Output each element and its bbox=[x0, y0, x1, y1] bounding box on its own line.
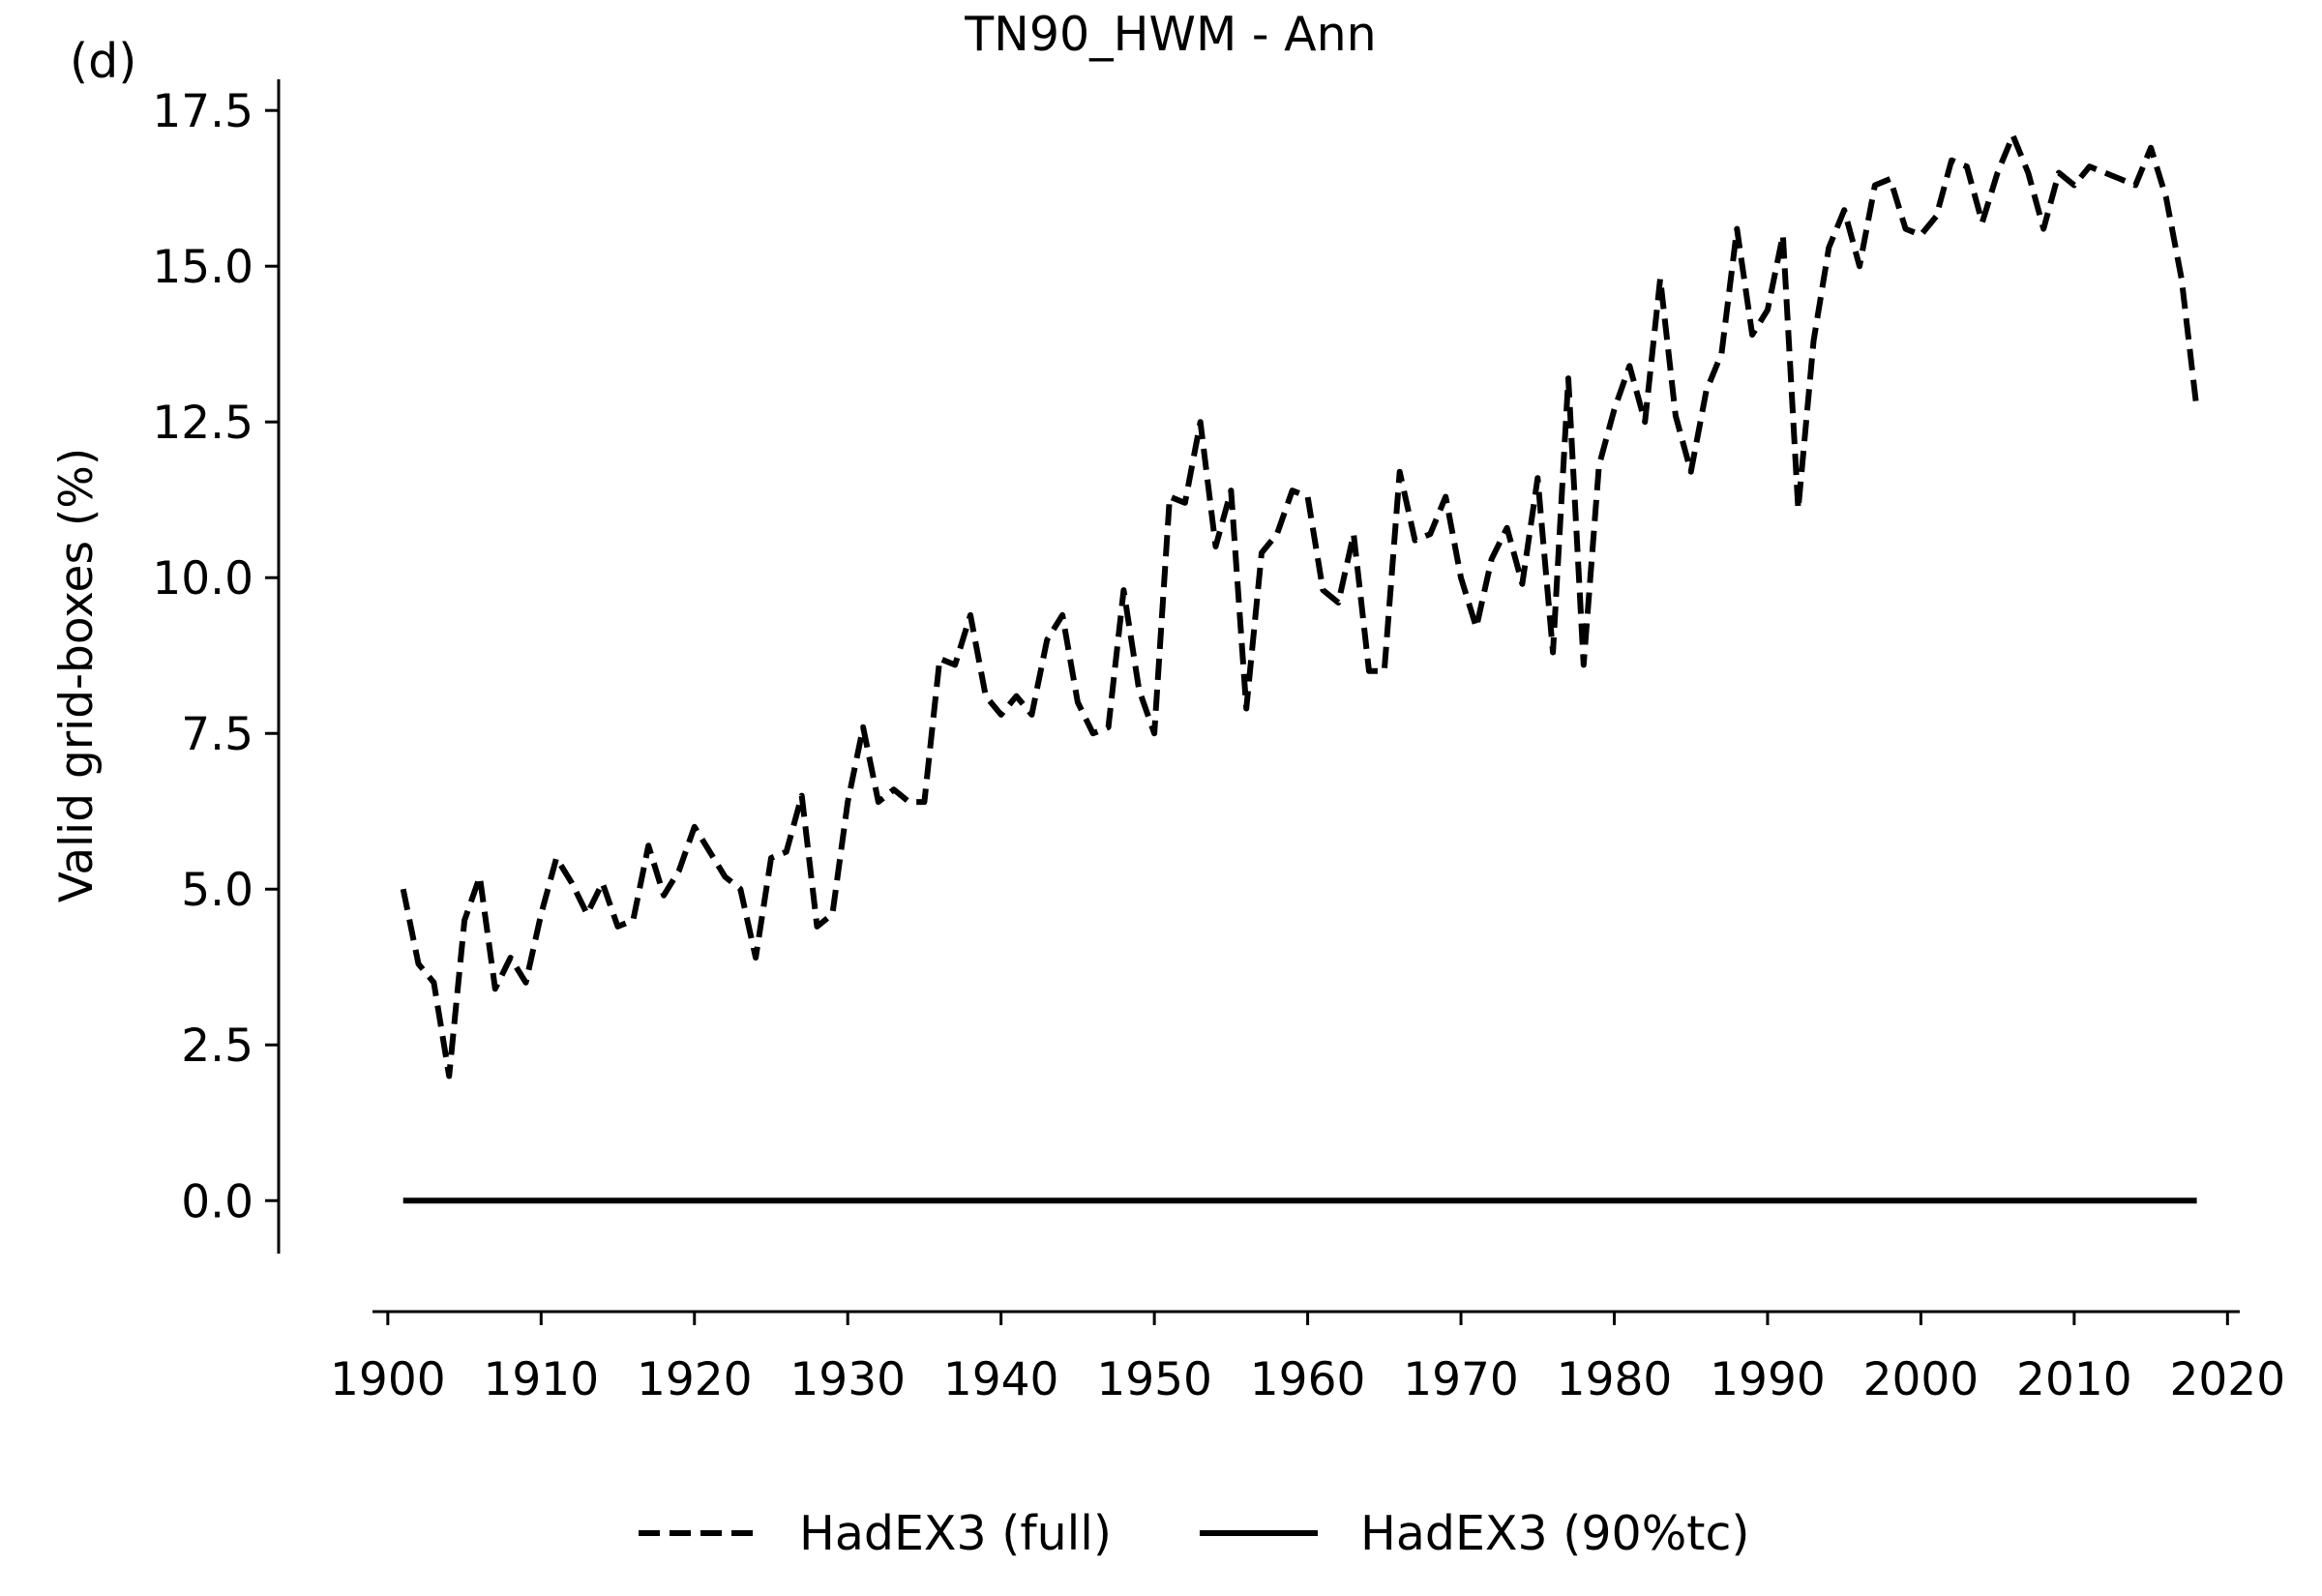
x-tick-label: 2010 bbox=[2016, 1353, 2132, 1406]
x-tick-label: 1930 bbox=[789, 1353, 906, 1406]
x-tick-label: 1950 bbox=[1096, 1353, 1212, 1406]
legend-label-90tc: HadEX3 (90%tc) bbox=[1360, 1506, 1750, 1561]
x-tick-label: 2020 bbox=[2170, 1353, 2286, 1406]
plot-series bbox=[400, 133, 2200, 1204]
x-tick-label: 1990 bbox=[1710, 1353, 1826, 1406]
x-tick-label: 1980 bbox=[1557, 1353, 1673, 1406]
legend: HadEX3 (full) HadEX3 (90%tc) bbox=[639, 1506, 1750, 1561]
panel-label: (d) bbox=[70, 34, 136, 89]
chart-title: TN90_HWM - Ann bbox=[964, 7, 1376, 62]
y-axis: 0.0 2.5 5.0 7.5 10.0 12.5 15.0 17.5 bbox=[152, 79, 281, 1254]
x-tick-label: 1900 bbox=[330, 1353, 446, 1406]
y-axis-title: Valid grid-boxes (%) bbox=[50, 448, 104, 902]
y-tick-label: 10.0 bbox=[152, 552, 253, 606]
x-tick-label: 1960 bbox=[1250, 1353, 1366, 1406]
x-tick-label: 1920 bbox=[637, 1353, 753, 1406]
x-tick-label: 1910 bbox=[483, 1353, 599, 1406]
y-tick-label: 5.0 bbox=[181, 864, 253, 917]
x-tick-label: 2000 bbox=[1863, 1353, 1980, 1406]
x-tick-label: 1940 bbox=[943, 1353, 1059, 1406]
y-tick-label: 7.5 bbox=[181, 708, 253, 761]
legend-label-full: HadEX3 (full) bbox=[799, 1506, 1112, 1561]
y-tick-label: 12.5 bbox=[152, 397, 253, 450]
series-line-full bbox=[400, 133, 2200, 1079]
y-tick-label: 0.0 bbox=[181, 1175, 253, 1228]
x-tick-label: 1970 bbox=[1403, 1353, 1519, 1406]
y-tick-label: 17.5 bbox=[152, 85, 253, 138]
y-tick-label: 2.5 bbox=[181, 1020, 253, 1073]
y-tick-label: 15.0 bbox=[152, 241, 253, 294]
x-axis: 1900 1910 1920 1930 1940 1950 1960 1970 1980 1990… bbox=[330, 1310, 2286, 1406]
